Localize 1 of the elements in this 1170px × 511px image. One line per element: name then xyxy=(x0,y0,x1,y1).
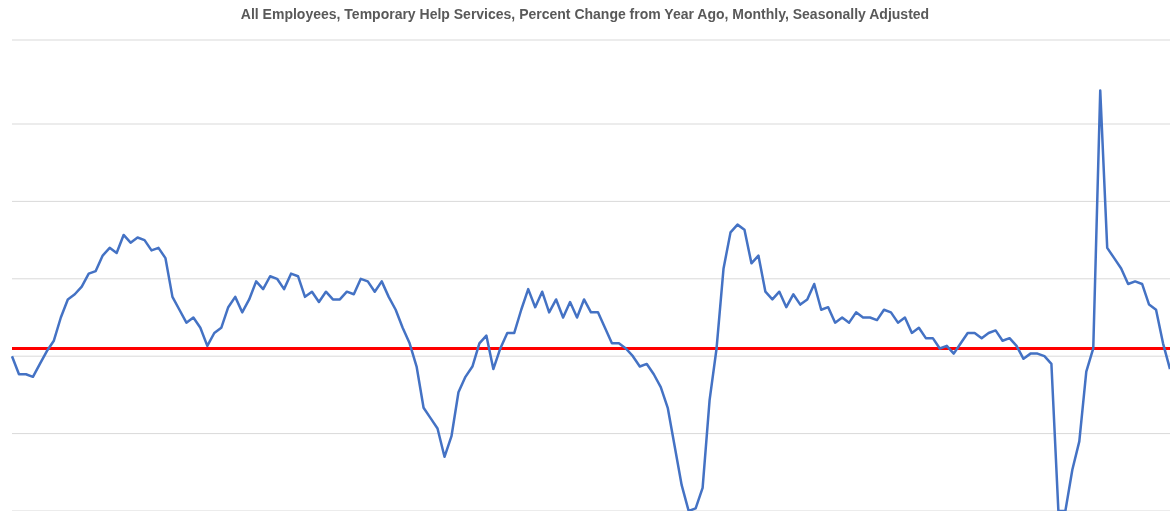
chart-title: All Employees, Temporary Help Services, Percent Change from Year Ago, Monthly, Seasonally Adjusted xyxy=(239,6,931,22)
